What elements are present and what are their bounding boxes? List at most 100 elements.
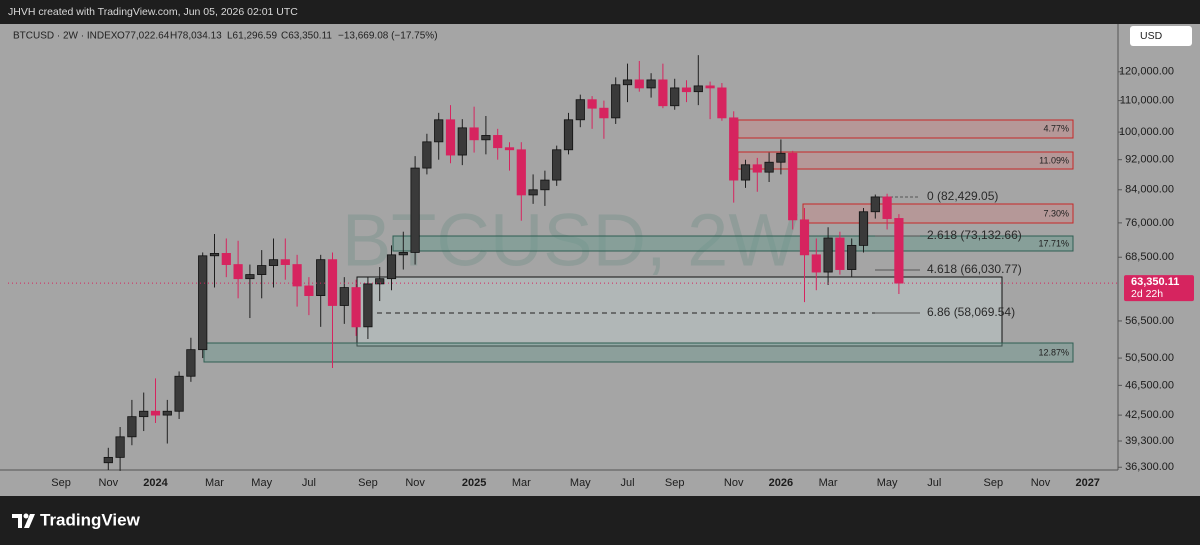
y-tick-label: 36,300.00 bbox=[1125, 461, 1174, 473]
candle-body bbox=[186, 349, 196, 377]
candle-body bbox=[209, 253, 220, 257]
logo-shape bbox=[24, 514, 35, 528]
candle-body bbox=[693, 85, 703, 93]
candle-body bbox=[233, 264, 243, 280]
candle-body bbox=[174, 375, 184, 412]
footer-logo-text: TradingView bbox=[40, 510, 141, 529]
y-tick-label: 100,000.00 bbox=[1119, 126, 1174, 138]
x-tick-label: Sep bbox=[51, 477, 71, 489]
candle-body bbox=[646, 79, 656, 89]
y-tick-label: 46,500.00 bbox=[1125, 379, 1174, 391]
candle-body bbox=[422, 141, 432, 169]
candle-body bbox=[375, 278, 385, 285]
y-tick-label: 56,500.00 bbox=[1125, 315, 1174, 327]
x-tick-label: Nov bbox=[724, 477, 744, 489]
top-bar-text: JHVH created with TradingView.com, Jun 0… bbox=[8, 6, 298, 18]
x-tick-label: 2025 bbox=[462, 477, 486, 489]
candle-body bbox=[434, 119, 444, 143]
fib-label: 4.618 (66,030.77) bbox=[927, 262, 1022, 276]
zone-label: 7.30% bbox=[1043, 208, 1069, 218]
x-tick-label: Jul bbox=[620, 477, 634, 489]
candle-body bbox=[351, 287, 361, 328]
candle-body bbox=[882, 196, 892, 219]
candle-body bbox=[280, 259, 290, 265]
candle-body bbox=[634, 79, 644, 89]
candle-body bbox=[658, 79, 668, 107]
fib-label: 2.618 (73,132.66) bbox=[927, 228, 1022, 242]
candle-body bbox=[457, 127, 467, 156]
target-box bbox=[356, 276, 1003, 347]
currency-label: USD bbox=[1140, 30, 1163, 42]
resistance-zone bbox=[802, 203, 1074, 224]
candle-body bbox=[327, 259, 338, 306]
candle-body bbox=[386, 254, 397, 280]
y-tick-label: 110,000.00 bbox=[1120, 95, 1174, 107]
candle-body bbox=[599, 107, 609, 119]
x-tick-label: Nov bbox=[405, 477, 425, 489]
candle-body bbox=[799, 219, 810, 256]
candle-body bbox=[363, 283, 373, 328]
candle-body bbox=[563, 119, 574, 151]
y-tick-label: 120,000.00 bbox=[1119, 66, 1174, 78]
candle-body bbox=[811, 254, 821, 273]
candle-body bbox=[304, 285, 314, 296]
resistance-zone bbox=[737, 119, 1074, 139]
zone-label: 11.09% bbox=[1039, 155, 1069, 165]
y-tick-label: 39,300.00 bbox=[1125, 435, 1174, 447]
candle-body bbox=[316, 259, 326, 296]
x-tick-label: 2027 bbox=[1075, 477, 1099, 489]
candle-body bbox=[245, 274, 255, 280]
candle-body bbox=[268, 259, 279, 266]
candle-body bbox=[127, 416, 137, 438]
candle-body bbox=[339, 287, 349, 306]
candle-body bbox=[670, 87, 680, 107]
support-zone bbox=[203, 342, 1074, 363]
ohlc-high: H78,034.13 bbox=[170, 31, 222, 42]
candle-body bbox=[469, 127, 479, 141]
last-price-box bbox=[1124, 275, 1194, 302]
candle-body bbox=[150, 410, 161, 416]
candle-body bbox=[162, 410, 172, 416]
currency-button[interactable] bbox=[1130, 26, 1192, 46]
candle-body bbox=[587, 99, 597, 109]
y-tick-label: 92,000.00 bbox=[1125, 154, 1174, 166]
plot: 120,000.00 110,000.00 100,000.00 92,000.00 8… bbox=[8, 55, 1174, 489]
candle-body bbox=[481, 135, 491, 141]
x-tick-label: 2024 bbox=[143, 477, 168, 489]
candle-body bbox=[103, 456, 113, 464]
candle-body bbox=[870, 196, 880, 213]
candle-body bbox=[540, 179, 550, 191]
candle-body bbox=[681, 87, 692, 93]
candle-body bbox=[410, 167, 420, 253]
x-tick-label: Jul bbox=[927, 477, 941, 489]
x-tick-label: Nov bbox=[99, 477, 119, 489]
candle-body bbox=[729, 117, 739, 181]
ohlc-change: −13,669.08 (−17.75%) bbox=[338, 31, 438, 42]
ohlc-close: C63,350.11 bbox=[281, 31, 332, 42]
candle-body bbox=[752, 164, 762, 173]
x-tick-label: Nov bbox=[1031, 477, 1051, 489]
y-tick-label: 50,500.00 bbox=[1125, 352, 1174, 364]
ohlc-open: O77,022.64 bbox=[117, 31, 170, 42]
candle-body bbox=[398, 252, 408, 256]
x-tick-label: Sep bbox=[665, 477, 685, 489]
candle-body bbox=[847, 244, 857, 270]
logo-shape bbox=[23, 513, 29, 519]
x-tick-label: Mar bbox=[819, 477, 838, 489]
last-price-label: 63,350.11 bbox=[1131, 276, 1179, 288]
y-tick-label: 42,500.00 bbox=[1125, 409, 1174, 421]
candle-body bbox=[257, 265, 267, 275]
candle-body bbox=[493, 135, 503, 149]
candle-body bbox=[139, 410, 149, 418]
candle-body bbox=[764, 161, 774, 173]
y-tick-label: 84,000.00 bbox=[1125, 184, 1174, 196]
x-tick-label: May bbox=[251, 477, 272, 489]
candle-body bbox=[198, 255, 208, 351]
candle-body bbox=[776, 152, 786, 163]
zone-label: 17.71% bbox=[1038, 238, 1069, 248]
fib-label: 6.86 (58,069.54) bbox=[927, 305, 1015, 319]
zone-label: 12.87% bbox=[1038, 347, 1069, 357]
candle-body bbox=[823, 237, 833, 273]
candle-body bbox=[292, 264, 302, 287]
